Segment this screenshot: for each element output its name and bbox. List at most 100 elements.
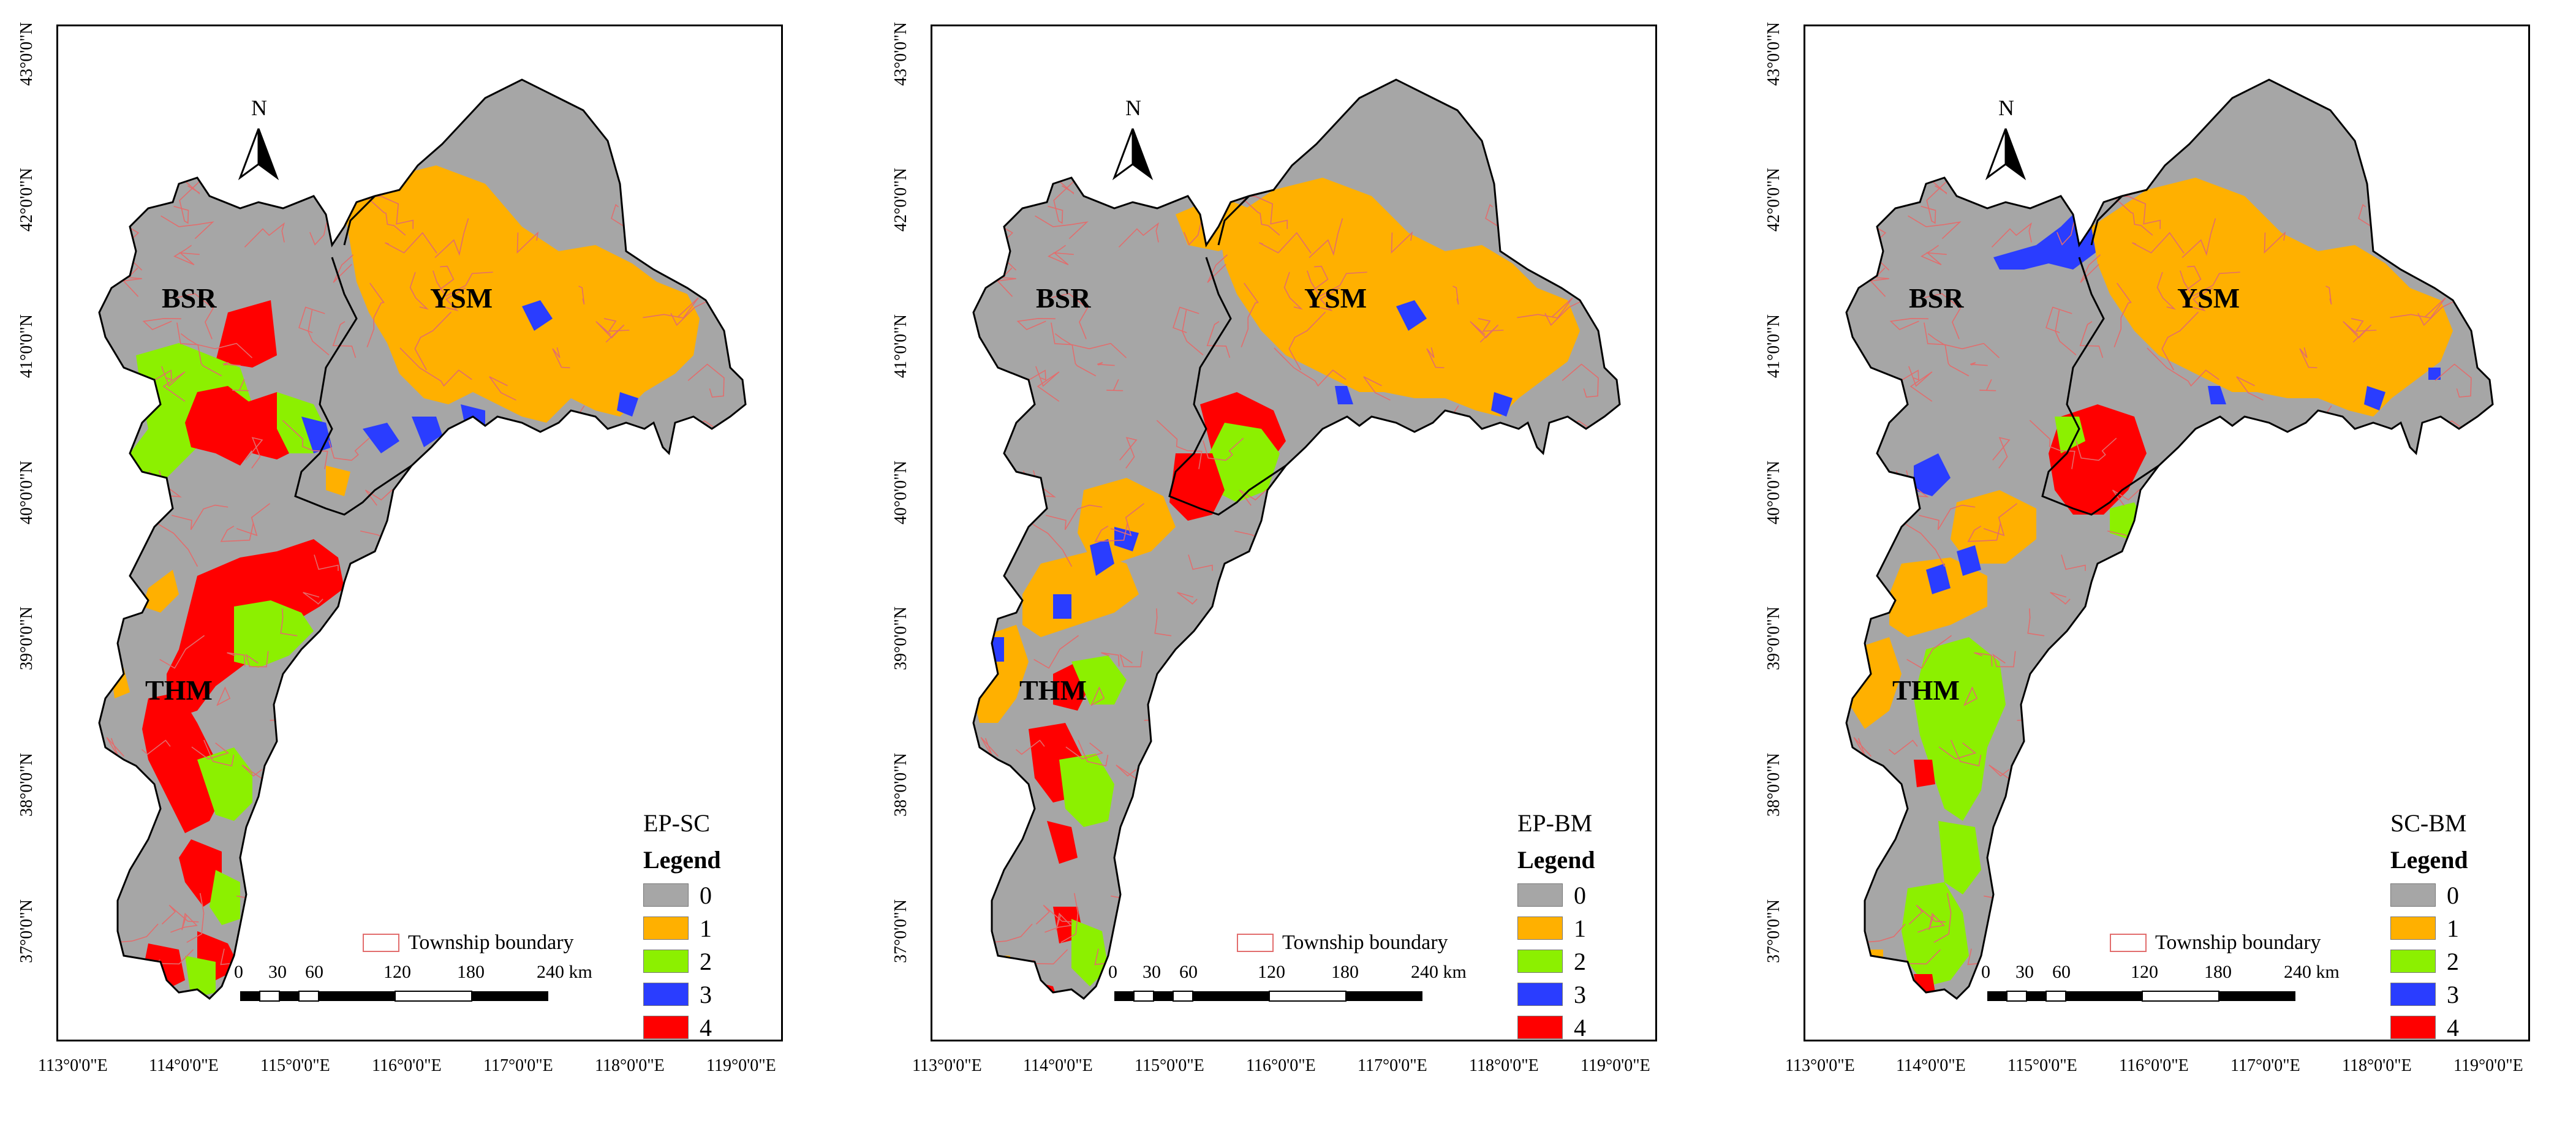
township-line <box>1110 503 1144 537</box>
township-line <box>2482 507 2493 543</box>
township-line <box>2061 554 2086 571</box>
township-line <box>1576 87 1598 113</box>
township-line <box>603 318 630 332</box>
legend-swatch <box>2390 916 2436 940</box>
legend-swatch <box>643 916 689 940</box>
class-3-patch <box>998 968 1010 980</box>
township-line <box>415 793 474 832</box>
class-4-patch <box>142 692 222 833</box>
township-line <box>1992 437 2011 469</box>
panel-title: SC-BM <box>2390 809 2467 837</box>
region-borders <box>294 195 412 516</box>
township-line <box>2051 836 2071 858</box>
township-line <box>1908 366 1933 402</box>
class-3-patch <box>1993 208 2098 270</box>
township-line <box>1396 754 1413 770</box>
scale-bar-label: 30 <box>1143 962 1161 982</box>
legend-label: 3 <box>1574 980 1586 1008</box>
township-line <box>687 363 725 398</box>
longitude-label: 118°0'0"E <box>2342 1056 2412 1075</box>
township-line <box>2264 231 2286 254</box>
township-line <box>1481 926 1518 957</box>
longitude-label: 114°0'0"E <box>149 1056 219 1075</box>
township-line <box>2257 700 2287 736</box>
class-1-patch <box>1889 557 1987 637</box>
north-arrow-label: N <box>1125 96 1141 120</box>
map-canvas <box>1845 78 2494 1002</box>
class-2-patch <box>1059 754 1114 827</box>
township-line <box>552 347 570 369</box>
longitude-label: 116°0'0"E <box>1246 1056 1316 1075</box>
township-line <box>1565 243 1603 260</box>
latitude-label: 43°0'0"N <box>1764 22 1783 86</box>
township-line <box>616 479 635 520</box>
longitude-label: 113°0'0"E <box>38 1056 108 1075</box>
legend-item: 1 <box>1517 915 1586 942</box>
township-boundary-key: Township boundary <box>363 931 574 954</box>
township-line <box>170 912 198 933</box>
township-line <box>1182 310 1204 356</box>
legend-item: 2 <box>643 948 712 975</box>
longitude-label: 116°0'0"E <box>2119 1056 2189 1075</box>
scale-bar-label: 60 <box>1179 962 1198 982</box>
township-line <box>973 852 998 890</box>
township-line <box>2153 580 2171 602</box>
township-line <box>1433 886 1478 914</box>
township-line <box>399 347 472 387</box>
township-line <box>1048 179 1076 224</box>
township-line <box>374 195 414 229</box>
township-line <box>1206 321 1231 358</box>
latitude-label: 42°0'0"N <box>1764 168 1783 232</box>
township-line <box>2161 311 2199 371</box>
legend-title: Legend <box>643 846 721 874</box>
region-label-bsr: BSR <box>1036 282 1091 314</box>
township-line <box>1983 503 2017 537</box>
township-line <box>973 398 988 455</box>
latitude-label: 37°0'0"N <box>891 899 910 963</box>
township-line <box>1156 420 1203 469</box>
township-line <box>683 256 712 275</box>
legend-swatch <box>1517 950 1563 973</box>
latitude-label: 40°0'0"N <box>17 461 36 524</box>
township-line <box>356 729 379 793</box>
township-line <box>106 737 124 758</box>
township-line <box>2097 772 2119 799</box>
township-line <box>1288 311 1326 371</box>
township-line <box>173 179 202 224</box>
township-line <box>1011 110 1040 140</box>
class-1-patch <box>326 466 350 496</box>
region-label-bsr: BSR <box>1909 282 1964 314</box>
township-line <box>714 911 736 945</box>
township-line <box>2184 265 2202 292</box>
longitude-label: 117°0'0"E <box>2230 1056 2300 1075</box>
township-line <box>2112 489 2140 506</box>
latitude-label: 38°0'0"N <box>891 753 910 817</box>
township-line <box>1240 196 1280 236</box>
longitude-label: 117°0'0"E <box>1358 1056 1427 1075</box>
township-line <box>227 652 246 667</box>
class-1-patch <box>992 956 1010 980</box>
township-line <box>1373 852 1416 885</box>
region-borders <box>2041 195 2159 516</box>
legend-swatch <box>643 983 689 1006</box>
latitude-label: 42°0'0"N <box>891 168 910 232</box>
township-line <box>2055 731 2079 760</box>
legend-swatch <box>1517 1016 1563 1039</box>
township-line <box>1989 765 2011 780</box>
township-line <box>385 232 437 254</box>
map-panel-sc-bm: 37°0'0"N 38°0'0"N 39°0'0"N 40°0'0"N 41°0'0"N… <box>1764 22 2530 1075</box>
township-line <box>1924 322 2000 358</box>
township-boundary-swatch <box>363 934 399 952</box>
township-line <box>245 651 269 668</box>
township-line <box>2188 809 2208 841</box>
township-boundary-label: Township boundary <box>2155 931 2321 954</box>
township-line <box>191 742 230 760</box>
township-line <box>2351 318 2377 332</box>
township-line <box>973 843 981 865</box>
legend-label: 1 <box>700 914 712 942</box>
township-line <box>142 739 171 755</box>
township-line <box>1587 530 1605 562</box>
township-line <box>1452 285 1459 305</box>
township-line <box>578 285 585 305</box>
township-line <box>436 287 466 312</box>
